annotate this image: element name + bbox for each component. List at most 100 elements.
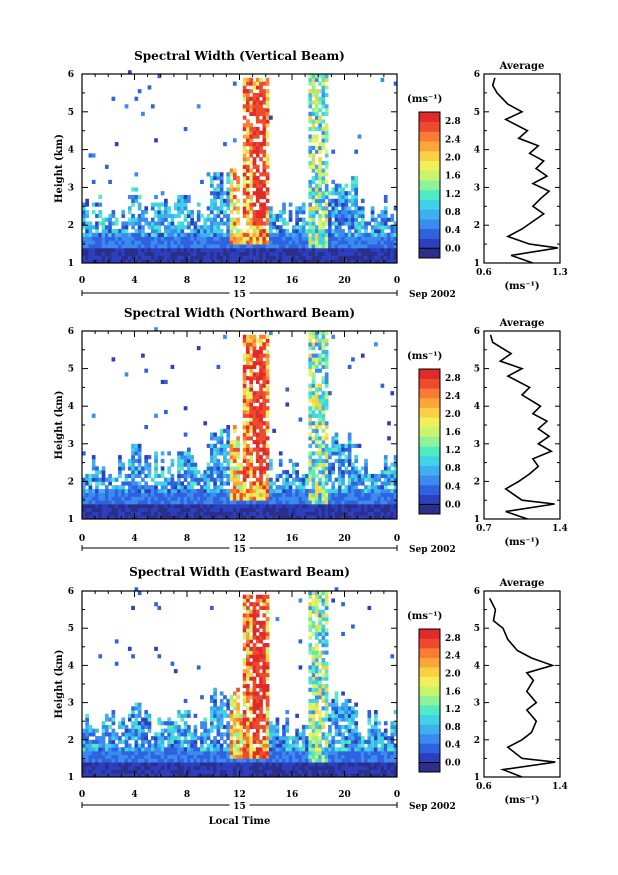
colorbar-tick-label: 1.6 (445, 428, 461, 438)
y-axis-label: Height (km) (54, 391, 65, 460)
colorbar-segment (419, 369, 440, 379)
profile-y-tick-label: 3 (474, 440, 480, 450)
day-label-bg (229, 287, 250, 299)
colorbar-tick-label: 2.0 (445, 410, 461, 420)
profile-line (491, 77, 558, 264)
colorbar-segment (419, 219, 440, 230)
colorbar-unit: (ms⁻¹) (407, 351, 442, 362)
colorbar-segment (419, 170, 440, 181)
heatmap-cells (82, 70, 398, 264)
colorbar-tick-label: 0.4 (445, 482, 461, 492)
colorbar-segment (419, 695, 440, 706)
y-tick-label: 5 (68, 624, 74, 634)
colorbar-segment (419, 485, 440, 495)
x-tick-label: 8 (184, 790, 190, 800)
colorbar-tick-label: 2.4 (445, 135, 461, 145)
colorbar-segment (419, 112, 440, 123)
x-tick-label: 12 (233, 534, 246, 544)
profile-line (489, 334, 555, 520)
profile-frame (483, 330, 561, 520)
x-tick-label: 4 (131, 790, 137, 800)
profile-y-tick-label: 6 (474, 327, 480, 337)
y-tick-label: 1 (68, 773, 74, 783)
colorbar-segment (419, 504, 440, 515)
x-tick-label: 0 (79, 534, 85, 544)
colorbar-segment (419, 189, 440, 200)
date-label: Sep 2002 (409, 290, 456, 300)
colorbar-segment (419, 762, 440, 773)
y-tick-label: 1 (68, 515, 74, 525)
x-tick-label: 8 (184, 276, 190, 286)
colorbar-segment (419, 248, 440, 259)
date-label: Sep 2002 (409, 545, 456, 555)
y-tick-label: 5 (68, 108, 74, 118)
colorbar-tick-label: 1.2 (445, 705, 461, 715)
profile-x-label: (ms⁻¹) (504, 281, 539, 292)
x-tick-label: 8 (184, 534, 190, 544)
colorbar-segment (419, 228, 440, 239)
colorbar-tick-label: 0.8 (445, 208, 461, 218)
date-label: Sep 2002 (409, 802, 456, 812)
colorbar-tick-label: 0.8 (445, 723, 461, 733)
colorbar-segment (419, 686, 440, 697)
profile-y-tick-label: 1 (474, 259, 480, 269)
x-tick-label: 12 (233, 276, 246, 286)
day-label: 15 (233, 545, 246, 555)
colorbar-segment (419, 446, 440, 457)
colorbar-unit: (ms⁻¹) (407, 94, 442, 105)
day-label-bg (229, 799, 250, 811)
colorbar-tick-label: 1.2 (445, 446, 461, 456)
colorbar-tick-label: 2.0 (445, 153, 461, 163)
y-tick-label: 2 (68, 221, 74, 231)
colorbar-tick-label: 0.4 (445, 226, 461, 236)
y-axis-label: Height (km) (54, 650, 65, 719)
colorbar-segment (419, 667, 440, 677)
colorbar-tick-label: 1.6 (445, 687, 461, 697)
colorbar-segment (419, 648, 440, 658)
day-label: 15 (233, 802, 246, 812)
y-tick-label: 1 (68, 259, 74, 269)
colorbar-tick-label: 2.4 (445, 652, 461, 662)
x-tick-label: 20 (338, 534, 351, 544)
profile-frame (483, 590, 561, 778)
colorbar-tick-label: 0.0 (445, 500, 461, 510)
profile-y-tick-label: 3 (474, 183, 480, 193)
colorbar-segment (419, 657, 440, 668)
y-tick-label: 2 (68, 736, 74, 746)
colorbar-segment (419, 388, 440, 399)
heatmap-cells (82, 327, 398, 520)
profile-y-tick-label: 2 (474, 736, 480, 746)
y-axis-label: Height (km) (54, 134, 65, 203)
x-tick-label: 0 (394, 790, 400, 800)
colorbar-segment (419, 743, 440, 754)
profile-x-tick-label: 1.4 (552, 782, 568, 792)
colorbar-segment (419, 752, 440, 763)
x-tick-label: 12 (233, 790, 246, 800)
profile-y-tick-label: 4 (474, 402, 480, 412)
colorbar-segment (419, 705, 440, 716)
colorbar-segment (419, 417, 440, 428)
plot-title: Spectral Width (Vertical Beam) (134, 49, 345, 63)
profile-x-tick-label: 0.7 (476, 524, 492, 534)
x-tick-label: 16 (286, 276, 299, 286)
colorbar-segment (419, 638, 440, 649)
colorbar-tick-label: 1.6 (445, 172, 461, 182)
plot-title: Spectral Width (Eastward Beam) (129, 565, 350, 579)
day-label-bg (229, 542, 250, 554)
plot-title: Spectral Width (Northward Beam) (124, 306, 355, 320)
heatmap-cells (82, 587, 398, 778)
profile-y-tick-label: 5 (474, 365, 480, 375)
x-tick-label: 20 (338, 790, 351, 800)
y-tick-label: 2 (68, 477, 74, 487)
colorbar-tick-label: 1.2 (445, 190, 461, 200)
y-tick-label: 6 (68, 327, 74, 337)
colorbar-segment (419, 436, 440, 447)
colorbar-segment (419, 465, 440, 476)
colorbar-segment (419, 724, 440, 735)
profile-y-tick-label: 3 (474, 699, 480, 709)
colorbar-segment (419, 199, 440, 210)
colorbar-segment (419, 475, 440, 486)
profile-y-tick-label: 2 (474, 477, 480, 487)
